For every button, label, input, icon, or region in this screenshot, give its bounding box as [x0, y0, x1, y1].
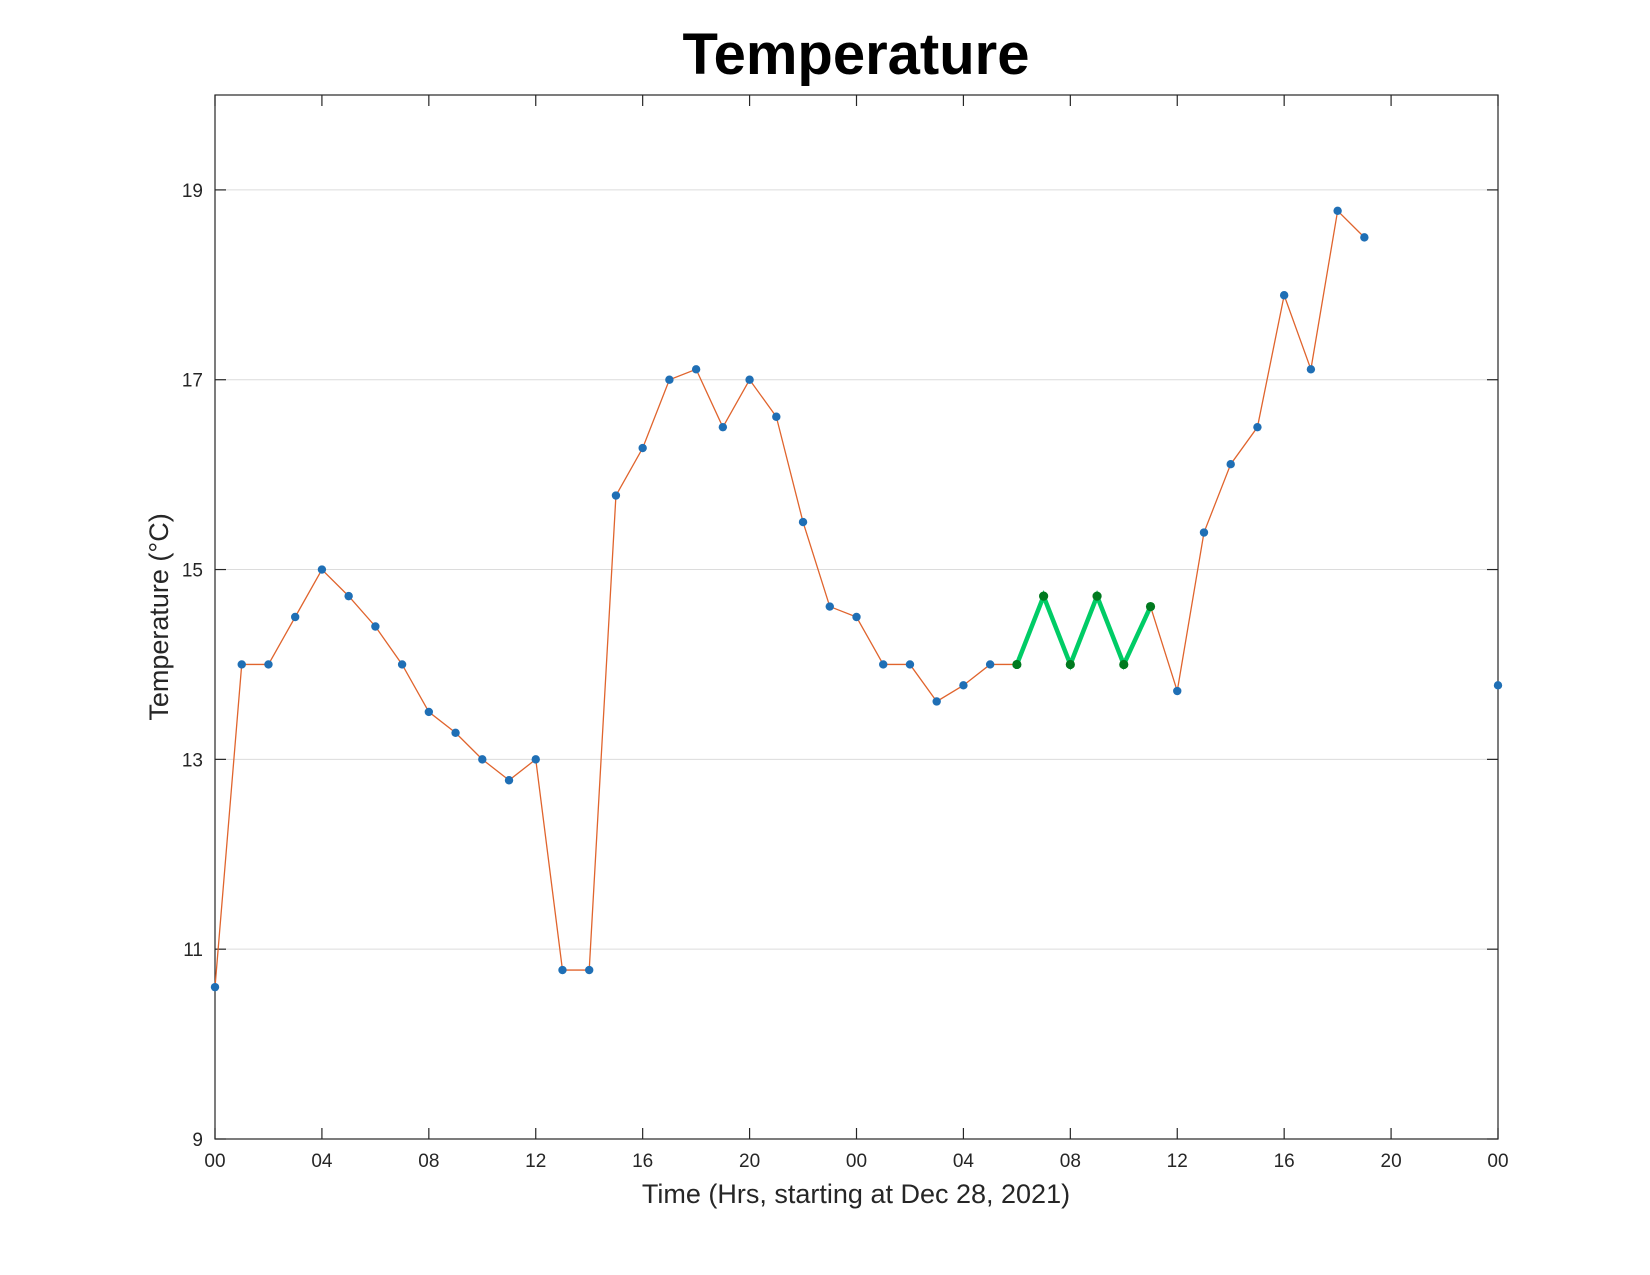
x-tick-label: 20: [739, 1151, 760, 1172]
measured-data-point: [1226, 459, 1235, 469]
grid-layer: [215, 189, 1498, 950]
highlighted-data-point: [1119, 659, 1129, 670]
measured-data-point: [879, 660, 888, 669]
x-axis-label: Time (Hrs, starting at Dec 28, 2021): [642, 1179, 1070, 1209]
measured-data-point: [451, 728, 460, 737]
measured-data-point: [611, 491, 621, 500]
tick-layer: 9 11 13 15 17 19 00 04 08 12 16 20 00 04 08 12 16 20 00: [182, 95, 1509, 1172]
measured-data-point: [585, 965, 594, 975]
y-tick-label: 15: [182, 561, 203, 582]
measured-data-point: [424, 707, 434, 717]
measured-data-point: [691, 365, 701, 374]
x-tick-label: 08: [1060, 1151, 1081, 1172]
x-tick-label: 00: [204, 1151, 225, 1172]
measured-data-point: [985, 660, 995, 669]
y-tick-label: 11: [183, 940, 203, 961]
y-tick-label: 19: [182, 181, 203, 202]
measured-data-point: [344, 591, 353, 601]
highlighted-series-line: [1014, 589, 1153, 671]
measured-data-point: [772, 412, 781, 421]
measured-data-point: [665, 375, 674, 384]
measured-data-point: [504, 776, 514, 785]
measured-data-point: [1253, 422, 1262, 432]
y-axis-label: Temperature (°C): [144, 513, 174, 720]
highlighted-data-point: [1012, 659, 1022, 670]
measured-data-point: [825, 602, 834, 611]
series-layer: [210, 206, 1503, 992]
measured-data-point: [264, 660, 273, 669]
measured-data-point: [745, 375, 754, 384]
x-tick-label: 04: [953, 1151, 975, 1172]
x-tick-label: 08: [418, 1151, 439, 1172]
x-tick-label: 20: [1381, 1151, 1402, 1172]
highlighted-data-point: [1145, 601, 1156, 612]
measured-data-point: [959, 681, 968, 690]
measured-data-point: [371, 622, 380, 631]
x-tick-label: 12: [1167, 1151, 1188, 1172]
measured-data-point: [1173, 686, 1182, 696]
measured-data-point: [531, 755, 540, 764]
measured-data-point: [798, 517, 808, 527]
y-tick-label: 9: [192, 1130, 203, 1151]
measured-data-point: [210, 982, 220, 992]
measured-data-point: [478, 755, 487, 764]
x-tick-label: 12: [525, 1151, 546, 1172]
x-tick-label: 16: [1274, 1151, 1295, 1172]
measured-data-point: [237, 660, 246, 669]
measured-data-point: [290, 612, 300, 622]
measured-data-point: [932, 697, 941, 706]
measured-data-point: [718, 422, 728, 432]
measured-data-point: [638, 443, 647, 453]
highlighted-data-point: [1065, 659, 1075, 670]
highlighted-data-point: [1039, 591, 1049, 601]
chart-title: Temperature: [682, 22, 1029, 87]
measured-data-point: [1360, 233, 1369, 242]
measured-data-point: [397, 660, 407, 669]
measured-data-point: [1279, 291, 1289, 300]
x-tick-label: 04: [311, 1151, 333, 1172]
measured-data-point: [1199, 528, 1209, 537]
measured-data-point: [1306, 365, 1316, 374]
measured-data-point: [1493, 681, 1503, 690]
y-tick-label: 13: [182, 750, 203, 771]
measured-data-point: [905, 660, 915, 669]
measured-data-point: [317, 565, 327, 574]
y-tick-label: 17: [182, 371, 203, 392]
measured-series-line: [1149, 209, 1365, 692]
x-tick-label: 00: [846, 1151, 867, 1172]
highlighted-data-point: [1092, 591, 1102, 601]
measured-series-line: [214, 368, 1017, 988]
x-tick-label: 00: [1487, 1151, 1508, 1172]
measured-data-point: [558, 965, 567, 975]
measured-data-point: [852, 612, 861, 622]
x-tick-label: 16: [632, 1151, 653, 1172]
measured-data-point: [1333, 206, 1342, 215]
